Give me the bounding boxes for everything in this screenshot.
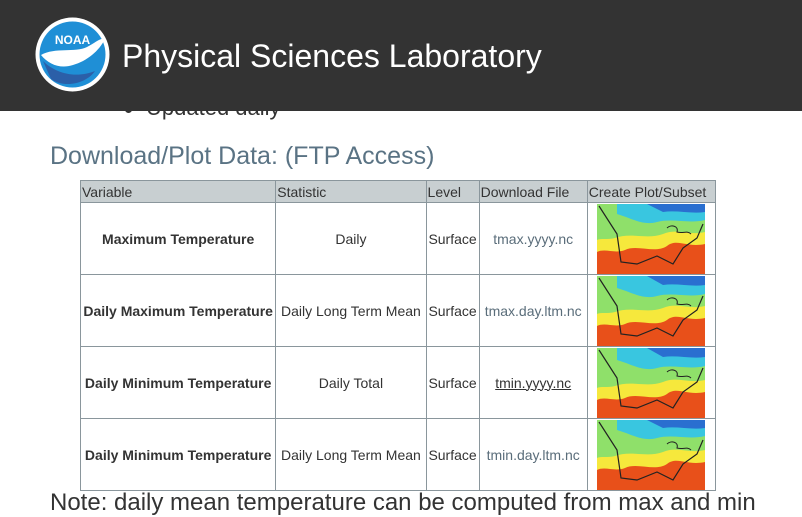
download-link[interactable]: tmax.day.ltm.nc	[484, 302, 582, 319]
section-heading: Download/Plot Data: (FTP Access)	[50, 142, 435, 170]
plot-cell	[586, 274, 717, 347]
variable-cell: Daily Maximum Temperature	[79, 274, 277, 347]
file-cell: tmax.day.ltm.nc	[478, 274, 588, 347]
map-thumbnail-icon[interactable]	[597, 347, 706, 418]
level-cell: Surface	[425, 346, 480, 419]
level-cell: Surface	[425, 274, 480, 347]
table-row: Daily Minimum Temperature Daily Long Ter…	[79, 418, 717, 491]
plot-cell	[586, 346, 717, 419]
header-statistic: Statistic	[275, 180, 427, 203]
table-row: Daily Maximum Temperature Daily Long Ter…	[79, 274, 717, 347]
table-header-row: Variable Statistic Level Download File C…	[79, 180, 717, 203]
header-create-plot: Create Plot/Subset	[586, 180, 717, 203]
statistic-cell: Daily Long Term Mean	[275, 274, 427, 347]
site-title[interactable]: Physical Sciences Laboratory	[122, 38, 542, 74]
map-thumbnail-icon[interactable]	[597, 275, 706, 346]
plot-cell	[586, 418, 717, 491]
noaa-logo[interactable]: NOAA	[35, 17, 110, 92]
plot-cell	[586, 202, 717, 275]
file-cell: tmin.yyyy.nc	[478, 346, 588, 419]
download-link[interactable]: tmax.yyyy.nc	[493, 230, 574, 247]
table-row: Daily Minimum Temperature Daily Total Su…	[79, 346, 717, 419]
header-level: Level	[425, 180, 480, 203]
file-cell: tmax.yyyy.nc	[478, 202, 588, 275]
download-link[interactable]: tmin.day.ltm.nc	[486, 446, 580, 463]
note-text: Note: daily mean temperature can be comp…	[50, 489, 756, 516]
download-table: Variable Statistic Level Download File C…	[79, 180, 717, 491]
table-row: Maximum Temperature Daily Surface tmax.y…	[79, 202, 717, 275]
header-download-file: Download File	[478, 180, 588, 203]
file-cell: tmin.day.ltm.nc	[478, 418, 588, 491]
variable-cell: Daily Minimum Temperature	[79, 418, 277, 491]
statistic-cell: Daily Long Term Mean	[275, 418, 427, 491]
header-variable: Variable	[79, 180, 277, 203]
logo-text: NOAA	[55, 33, 91, 47]
variable-cell: Maximum Temperature	[79, 202, 277, 275]
level-cell: Surface	[425, 202, 480, 275]
statistic-cell: Daily	[275, 202, 427, 275]
download-link[interactable]: tmin.yyyy.nc	[495, 374, 572, 391]
statistic-cell: Daily Total	[275, 346, 427, 419]
map-thumbnail-icon[interactable]	[597, 203, 706, 274]
variable-cell: Daily Minimum Temperature	[79, 346, 277, 419]
site-header: NOAA Physical Sciences Laboratory	[0, 0, 802, 111]
map-thumbnail-icon[interactable]	[597, 419, 706, 490]
level-cell: Surface	[425, 418, 480, 491]
